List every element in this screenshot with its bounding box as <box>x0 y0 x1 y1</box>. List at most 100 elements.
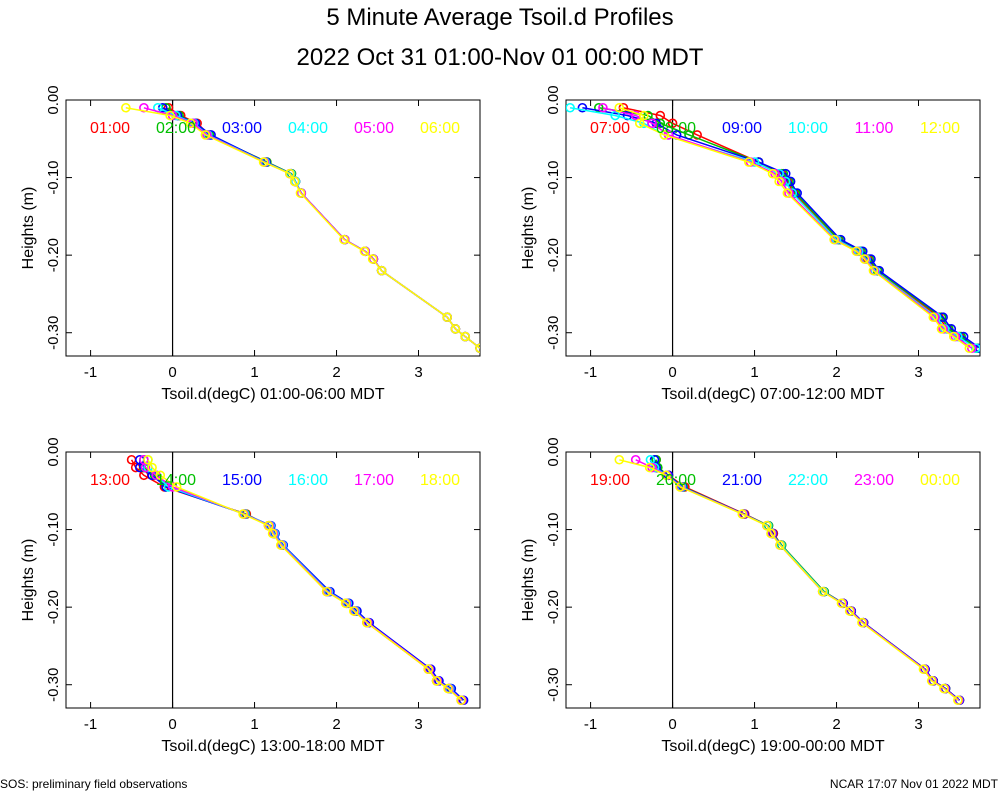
data-point <box>836 598 847 609</box>
x-tick-label: 1 <box>250 716 258 733</box>
data-point <box>593 102 604 113</box>
series-line <box>162 107 480 349</box>
x-tick-label: -1 <box>584 716 597 733</box>
legend-label: 05:00 <box>354 120 394 137</box>
data-point <box>456 695 466 706</box>
legend-label: 13:00 <box>90 472 130 489</box>
legend-label: 10:00 <box>788 120 828 137</box>
y-tick-label: -0.30 <box>45 668 62 702</box>
data-point <box>171 482 182 492</box>
x-axis-label: Tsoil.d(degC) 19:00-00:00 MDT <box>661 738 884 755</box>
data-point <box>348 606 359 616</box>
chart-panel: -1 0 1 2 3 0.00 -0.10 -0.20 -0.30 Tsoil.d(degC) 0… <box>20 85 481 403</box>
legend-label: 15:00 <box>222 472 262 489</box>
data-point <box>859 254 870 264</box>
footer-note: SOS: preliminary field observations <box>0 777 188 791</box>
plot-frame <box>565 451 981 709</box>
legend-label: 18:00 <box>420 472 460 489</box>
x-tick-label: 0 <box>168 716 176 733</box>
data-point <box>285 168 295 179</box>
data-point <box>121 102 131 113</box>
data-point <box>475 343 480 354</box>
y-tick-label: -0.30 <box>545 668 562 702</box>
data-point <box>367 254 378 264</box>
data-point <box>744 157 754 167</box>
x-tick-label: 0 <box>668 716 676 733</box>
y-tick-label: -0.20 <box>545 238 562 272</box>
footer-timestamp: NCAR 17:07 Nov 01 2022 MDT <box>829 777 998 791</box>
x-tick-label: -1 <box>584 364 597 381</box>
legend-label: 16:00 <box>288 472 328 489</box>
series-line <box>168 107 480 349</box>
series-line <box>157 107 480 349</box>
data-point <box>829 234 839 245</box>
data-point <box>362 617 372 628</box>
x-tick-label: 3 <box>914 364 922 381</box>
data-point <box>675 482 685 492</box>
series-line <box>619 459 959 701</box>
series-line <box>602 107 973 349</box>
data-point <box>659 130 670 140</box>
legend-label: 20:00 <box>656 472 696 489</box>
y-axis-label: Heights (m) <box>520 539 537 622</box>
legend-label: 23:00 <box>854 472 894 489</box>
x-tick-label: 0 <box>668 364 676 381</box>
legend-label: 12:00 <box>920 120 960 137</box>
legend-label: 11:00 <box>855 120 894 137</box>
series-line <box>139 459 465 701</box>
y-tick-label: -0.20 <box>545 590 562 624</box>
data-point <box>139 102 149 113</box>
data-point <box>844 606 855 616</box>
x-tick-label: 3 <box>414 716 422 733</box>
legend-label: 14:00 <box>156 472 196 489</box>
legend-label: 17:00 <box>354 472 394 489</box>
series-layer <box>566 102 980 354</box>
data-point <box>634 118 645 129</box>
data-point <box>647 118 657 129</box>
data-point <box>667 118 678 129</box>
legend-label: 22:00 <box>788 472 828 489</box>
series-line <box>125 107 480 349</box>
data-point <box>200 130 211 140</box>
data-point <box>953 695 963 706</box>
data-point <box>644 462 655 473</box>
data-point <box>460 331 471 342</box>
page-title: 5 Minute Average Tsoil.d Profiles <box>326 4 674 31</box>
data-point <box>431 676 442 686</box>
data-point <box>817 586 828 597</box>
x-tick-label: -1 <box>84 716 97 733</box>
data-point <box>767 168 778 179</box>
legend-label: 08:00 <box>656 120 696 137</box>
y-tick-label: -0.30 <box>45 316 62 350</box>
data-point <box>614 454 625 465</box>
series-line <box>147 459 462 701</box>
y-tick-label: -0.10 <box>545 160 562 194</box>
data-point <box>295 188 306 198</box>
data-point <box>359 246 370 257</box>
data-point <box>774 176 784 187</box>
data-point <box>766 528 776 539</box>
x-tick-label: 2 <box>832 716 840 733</box>
data-point <box>443 683 453 694</box>
data-point <box>450 324 461 334</box>
data-point <box>948 331 959 342</box>
x-tick-label: 2 <box>332 716 340 733</box>
x-tick-label: 3 <box>414 364 422 381</box>
data-point <box>267 528 278 539</box>
data-point <box>275 540 286 550</box>
y-tick-label: -0.20 <box>45 590 62 624</box>
series-line <box>619 107 970 349</box>
legend-label: 00:00 <box>920 472 960 489</box>
data-point <box>851 246 862 257</box>
data-point <box>238 509 248 519</box>
legend-label: 06:00 <box>420 120 460 137</box>
data-point <box>762 520 772 531</box>
series-line <box>635 459 960 701</box>
data-point <box>577 102 588 113</box>
page-subtitle: 2022 Oct 31 01:00-Nov 01 00:00 MDT <box>296 44 704 71</box>
data-point <box>143 454 153 465</box>
series-layer <box>121 102 480 354</box>
plot-frame <box>65 451 481 709</box>
data-point <box>936 324 947 334</box>
